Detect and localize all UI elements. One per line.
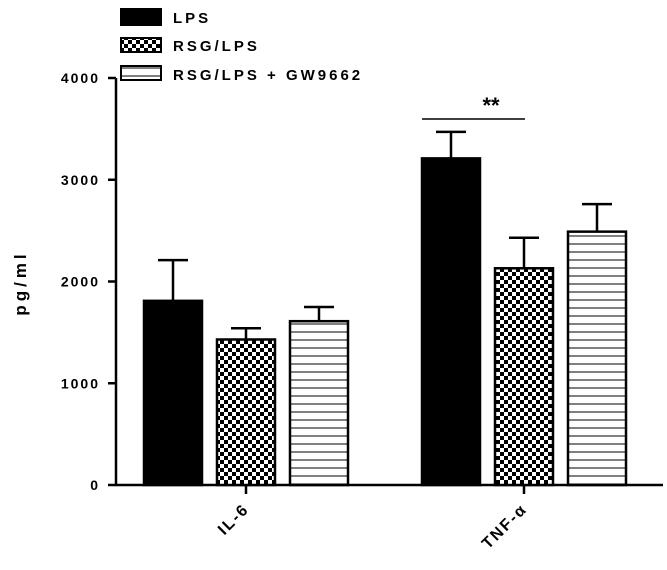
y-tick-label: 0	[90, 477, 100, 493]
bar-rsg-lps-1	[493, 267, 555, 487]
bar-rsg-lps-gw9662-0	[288, 319, 350, 487]
bars	[142, 157, 628, 487]
legend-item-rsg-lps-gw9662: RSG/LPS + GW9662	[120, 65, 363, 84]
x-tick-label: IL-6	[215, 501, 253, 539]
bar-rsg-lps-0	[215, 338, 277, 487]
y-tick-label: 1000	[61, 375, 100, 391]
legend: LPS RSG/LPS RSG/LPS + GW9662	[120, 8, 363, 84]
bar-lps-0	[142, 299, 204, 487]
significance-label: **	[482, 93, 500, 118]
bar-rsg-lps-gw9662-1	[566, 230, 628, 487]
legend-item-rsg-lps: RSG/LPS	[120, 37, 260, 55]
x-tick-label: TNF-α	[479, 501, 531, 553]
bar-lps-1	[420, 157, 482, 487]
y-axis-label: pg/ml	[11, 250, 30, 315]
legend-swatch-lps	[120, 8, 162, 26]
legend-item-lps: LPS	[120, 8, 211, 27]
legend-swatch-rsg-lps-gw9662	[120, 65, 162, 81]
y-tick-label: 3000	[61, 172, 100, 188]
y-ticks: 0 1000 2000 3000 4000	[61, 70, 116, 493]
significance-annotation: **	[422, 93, 525, 120]
legend-label-rsg-lps-gw9662: RSG/LPS + GW9662	[173, 67, 363, 84]
y-tick-label: 4000	[61, 70, 100, 86]
legend-swatch-rsg-lps	[120, 37, 162, 53]
error-bars	[158, 130, 612, 340]
x-ticks: IL-6 TNF-α	[215, 485, 531, 553]
legend-label-lps: LPS	[173, 10, 211, 27]
y-tick-label: 2000	[61, 274, 100, 290]
legend-label-rsg-lps: RSG/LPS	[173, 38, 260, 55]
